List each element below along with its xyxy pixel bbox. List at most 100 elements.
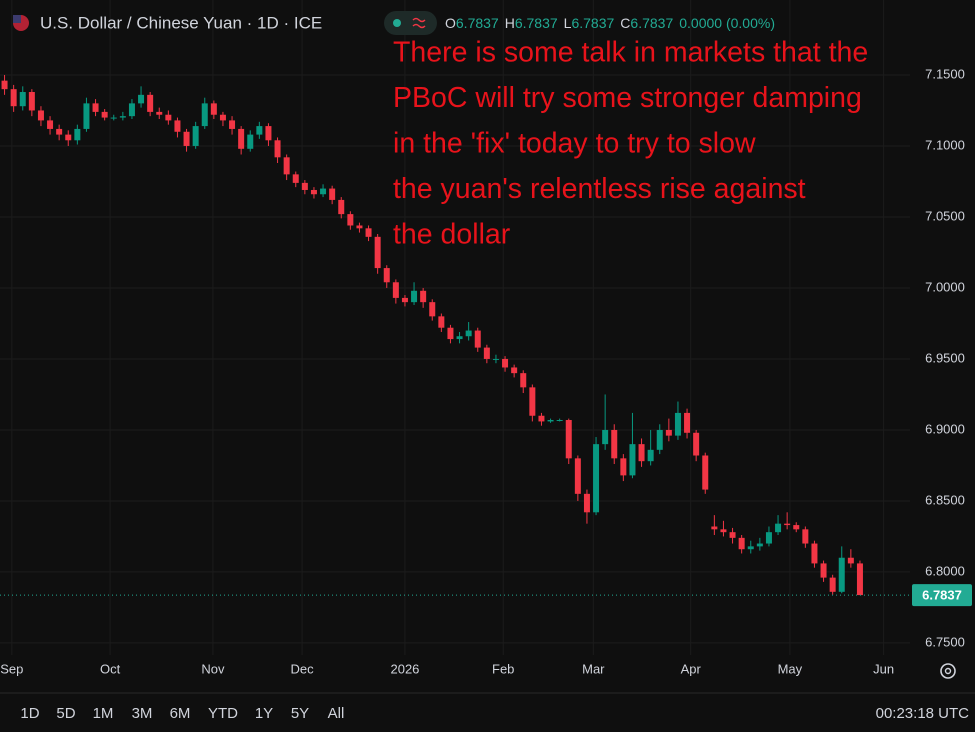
y-tick-label: 7.1500 [925, 66, 965, 81]
candle-body [65, 134, 72, 141]
candle-body [520, 373, 527, 388]
candle-body [711, 526, 718, 530]
candle-body [301, 182, 308, 190]
candle-body [165, 114, 172, 121]
candle-body [392, 282, 399, 298]
candle-body [47, 120, 54, 129]
candle-body [37, 110, 44, 121]
grid [0, 0, 910, 655]
candle-body [447, 327, 454, 340]
timeframe-button[interactable]: 1D [20, 705, 39, 722]
candle-body [693, 432, 700, 456]
candle-body [101, 111, 108, 118]
candle-body [611, 429, 618, 459]
ohlc-key: O [445, 15, 456, 31]
candle-body [820, 563, 827, 578]
candle-body [247, 134, 254, 149]
annotation: There is some talk in markets that the PB… [393, 37, 868, 251]
flag-canton [13, 15, 21, 23]
y-tick-label: 7.1000 [925, 137, 965, 152]
annotation-line: PBoC will try some stronger damping [393, 82, 862, 114]
ohlc-key: H [505, 15, 515, 31]
y-tick-label: 6.8000 [925, 563, 965, 578]
annotation-line: There is some talk in markets that the [393, 37, 868, 69]
timeframe-button[interactable]: 3M [132, 705, 153, 722]
timeframe-button[interactable]: 1M [93, 705, 114, 722]
ohlc-value: 6.7837 [571, 15, 614, 31]
timeframe-button[interactable]: YTD [208, 705, 238, 722]
candle-body [292, 174, 299, 183]
candle-body [238, 128, 245, 149]
candle-body [219, 114, 226, 121]
ohlc-value: 6.7837 [515, 15, 558, 31]
candle-body [747, 546, 754, 550]
candle-body [765, 532, 772, 544]
candle-body [702, 455, 709, 490]
candle-body [620, 458, 627, 476]
candle-body [420, 290, 427, 303]
x-tick-label: 2026 [390, 661, 419, 676]
candle-body [474, 330, 481, 348]
candle-body [365, 228, 372, 237]
y-tick-label: 6.8500 [925, 492, 965, 507]
candle-body [629, 444, 636, 476]
ohlc-key: L [564, 15, 572, 31]
x-tick-label: Feb [492, 661, 514, 676]
candle-body [110, 117, 117, 119]
candle-body [829, 577, 836, 592]
candle-body [374, 236, 381, 269]
candle-body [201, 103, 208, 127]
candle-body [147, 94, 154, 112]
y-tick-label: 6.9500 [925, 350, 965, 365]
candle-body [338, 199, 345, 215]
timeframe-button[interactable]: 1Y [255, 705, 273, 722]
candle-body [10, 89, 17, 107]
x-tick-label: Apr [681, 661, 702, 676]
candle-body [556, 420, 563, 422]
timeframe-button[interactable]: All [328, 705, 345, 722]
timeframe-button[interactable]: 5D [56, 705, 75, 722]
timeframe-button[interactable]: 5Y [291, 705, 309, 722]
last-price-label: 6.7837 [922, 588, 962, 603]
ohlc-key: C [620, 15, 630, 31]
ohlc-value: 6.7837 [630, 15, 673, 31]
candle-body [547, 420, 554, 422]
candle-body [593, 444, 600, 513]
candle-body [256, 126, 263, 135]
status-pill[interactable] [384, 11, 437, 35]
last-price-tag [912, 584, 972, 607]
toolbar: 1D 5D 1M 3M 6M YTD 1Y 5Y All [20, 705, 344, 722]
y-tick-label: 7.0500 [925, 208, 965, 223]
candle-body [638, 444, 645, 462]
candle-body [183, 131, 190, 146]
candle-body [156, 111, 163, 115]
y-tick-label: 6.7500 [925, 634, 965, 649]
candle-body [583, 493, 590, 513]
candle-body [329, 188, 336, 200]
candle-body [574, 458, 581, 494]
candle-body [56, 128, 63, 135]
candle-body [784, 523, 791, 526]
candle-body [802, 529, 809, 544]
x-tick-label: May [778, 661, 803, 676]
clock: 00:23:18 UTC [876, 705, 970, 722]
candle-body [647, 449, 654, 462]
candle-body [602, 429, 609, 445]
y-tick-label: 7.0000 [925, 279, 965, 294]
candle-body [210, 103, 217, 115]
candle-body [511, 367, 518, 374]
settings-icon[interactable] [940, 663, 956, 679]
timeframe-button[interactable]: 6M [170, 705, 191, 722]
x-tick-label: Nov [201, 661, 225, 676]
candle-body [729, 532, 736, 538]
candle-body [502, 358, 509, 368]
status-dot [393, 19, 401, 27]
annotation-line: the yuan's relentless rise against [393, 173, 806, 205]
candle-body [229, 120, 236, 129]
candle-body [19, 92, 26, 107]
candle-body [529, 387, 536, 416]
ohlc-legend: O6.7837 H6.7837 L6.7837 C6.7837 0.0000 (0.00… [445, 15, 775, 31]
y-tick-label: 6.9000 [925, 421, 965, 436]
candle-body [674, 412, 681, 436]
